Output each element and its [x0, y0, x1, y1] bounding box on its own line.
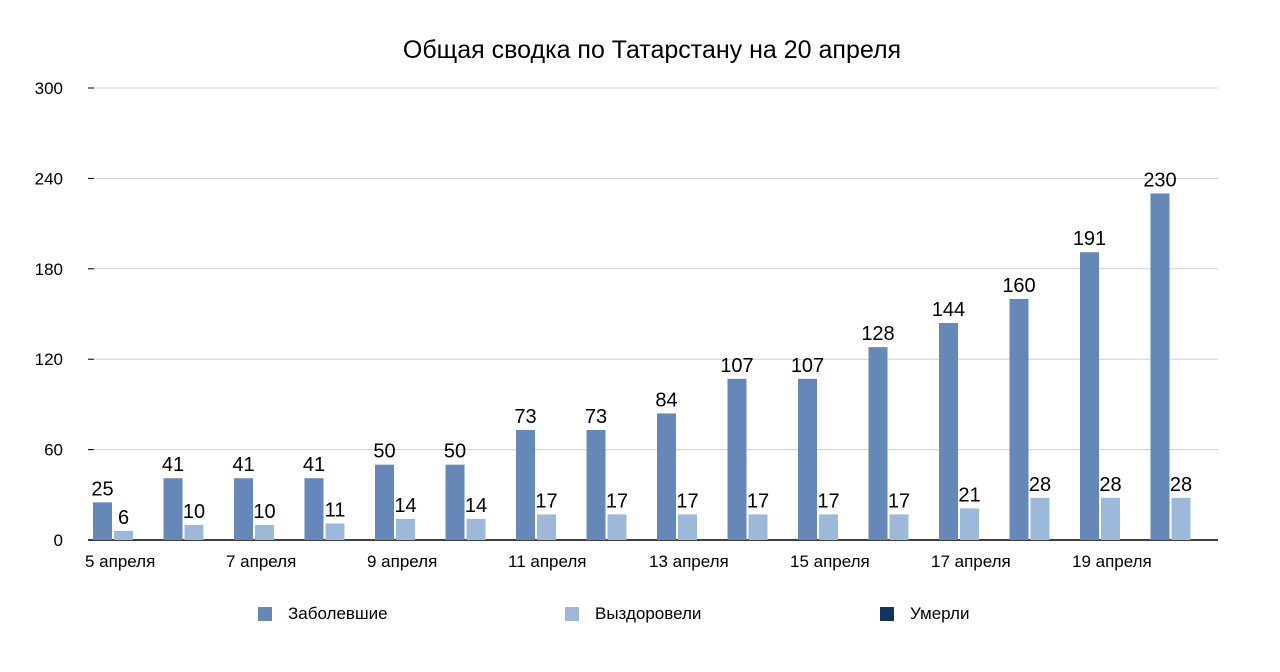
- bar: [889, 514, 909, 540]
- data-label: 41: [232, 454, 254, 476]
- data-label: 50: [373, 441, 395, 463]
- data-label: 10: [253, 501, 275, 523]
- data-label: 14: [394, 495, 416, 517]
- bar: [1150, 193, 1170, 540]
- data-label: 160: [1002, 275, 1035, 297]
- x-tick-label: 11 апреля: [508, 552, 587, 571]
- bar: [163, 478, 183, 540]
- y-tick-label: 180: [35, 260, 63, 279]
- bar: [184, 524, 204, 540]
- data-label: 17: [676, 490, 698, 512]
- data-label: 14: [465, 495, 487, 517]
- chart-title: Общая сводка по Татарстану на 20 апреля: [402, 36, 902, 64]
- data-label: 73: [585, 406, 607, 428]
- x-tick-label: 13 апреля: [649, 552, 729, 571]
- bar: [798, 378, 817, 540]
- y-axis-ticks: 0 60 120 180 240 300: [35, 79, 94, 550]
- bar: [304, 478, 324, 540]
- bar: [960, 508, 979, 540]
- bar: [396, 518, 415, 540]
- data-label: 17: [747, 490, 769, 512]
- data-label: 17: [606, 490, 628, 512]
- x-tick-label: 9 апреля: [367, 552, 437, 571]
- bar: [516, 430, 535, 540]
- data-label: 41: [303, 454, 325, 476]
- bar: [1171, 497, 1191, 540]
- bar: [1030, 497, 1050, 540]
- bar: [114, 530, 133, 540]
- data-label: 25: [91, 478, 113, 500]
- data-label: 107: [720, 355, 753, 377]
- data-label: 28: [1099, 474, 1121, 496]
- data-label: 10: [183, 501, 205, 523]
- gridlines: [88, 87, 1218, 541]
- bar: [93, 502, 112, 540]
- bar: [607, 514, 627, 540]
- data-label: 191: [1073, 228, 1106, 250]
- bar: [466, 518, 486, 540]
- bar: [868, 347, 888, 540]
- data-label: 11: [325, 499, 346, 521]
- x-tick-label: 5 апреля: [85, 552, 155, 571]
- bar: [375, 464, 394, 540]
- y-tick-label: 60: [44, 441, 63, 460]
- bar: [657, 413, 676, 540]
- data-label: 84: [655, 389, 677, 411]
- data-label: 6: [118, 507, 129, 529]
- x-tick-label: 15 апреля: [790, 552, 870, 571]
- data-label: 28: [1170, 474, 1192, 496]
- bar: [255, 524, 274, 540]
- x-tick-label: 19 апреля: [1072, 552, 1152, 571]
- bar: [445, 464, 465, 540]
- y-tick-label: 300: [35, 79, 63, 98]
- bar: [727, 378, 747, 540]
- data-label: 41: [162, 454, 184, 476]
- data-labels: 256 41 10 41 10 41 11 50 14 50 14 73 17 73 17 84 17 107 17…: [91, 169, 1192, 528]
- bar: [819, 514, 838, 540]
- data-label: 21: [958, 484, 980, 506]
- bar: [1009, 298, 1029, 540]
- data-label: 144: [932, 299, 965, 321]
- y-tick-label: 0: [54, 531, 63, 550]
- data-label: 107: [791, 355, 824, 377]
- data-label: 28: [1029, 474, 1051, 496]
- bar: [1101, 497, 1120, 540]
- data-label: 17: [817, 490, 839, 512]
- y-tick-label: 120: [35, 350, 63, 369]
- data-label: 230: [1143, 169, 1176, 191]
- x-tick-label: 7 апреля: [226, 552, 296, 571]
- bar: [537, 514, 556, 540]
- bar: [586, 430, 606, 540]
- x-axis-ticks: 5 апреля 7 апреля 9 апреля 11 апреля 13 апре…: [85, 552, 1152, 571]
- data-label: 17: [535, 490, 557, 512]
- data-label: 128: [861, 323, 894, 345]
- bar: [1080, 252, 1099, 540]
- x-tick-label: 17 апреля: [931, 552, 1011, 571]
- bar: [325, 523, 345, 540]
- data-label: 73: [514, 406, 536, 428]
- bar: [234, 478, 253, 540]
- y-tick-label: 240: [35, 169, 63, 188]
- bar: [748, 514, 768, 540]
- bar: [678, 514, 697, 540]
- bars: [93, 193, 1191, 540]
- data-label: 50: [444, 441, 466, 463]
- data-label: 17: [888, 490, 910, 512]
- bar: [939, 323, 958, 540]
